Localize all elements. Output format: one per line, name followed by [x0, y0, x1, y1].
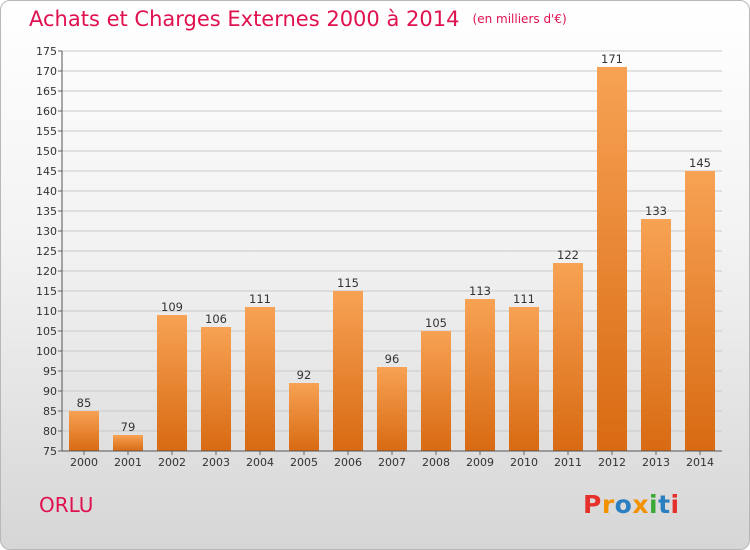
- bar: [465, 299, 495, 451]
- bar: [377, 367, 407, 451]
- x-tick-label: 2002: [158, 456, 186, 469]
- y-tick-label: 145: [36, 165, 57, 178]
- data-label: 115: [337, 276, 359, 290]
- x-tick-label: 2008: [422, 456, 450, 469]
- bar: [641, 219, 671, 451]
- y-tick-label: 95: [43, 365, 57, 378]
- bar: [509, 307, 539, 451]
- x-tick-label: 2014: [686, 456, 714, 469]
- logo-letter: o: [614, 490, 633, 519]
- x-tick-label: 2011: [554, 456, 582, 469]
- y-tick-label: 80: [43, 425, 57, 438]
- bar: [333, 291, 363, 451]
- bar: [113, 435, 143, 451]
- logo-letter: i: [670, 490, 680, 519]
- y-axis-ticks: 75 80 85 90 95 100 105 110 115 120 125 130 135 140 145…: [36, 45, 62, 458]
- chart-unit: (en milliers d'€): [472, 12, 567, 26]
- data-label: 79: [121, 420, 136, 434]
- y-tick-label: 120: [36, 265, 57, 278]
- y-tick-label: 110: [36, 305, 57, 318]
- bar: [553, 263, 583, 451]
- bar: [69, 411, 99, 451]
- y-tick-label: 85: [43, 405, 57, 418]
- data-label: 96: [385, 352, 400, 366]
- data-label: 85: [77, 396, 92, 410]
- data-label: 111: [249, 292, 271, 306]
- data-label: 113: [469, 284, 491, 298]
- x-tick-label: 2005: [290, 456, 318, 469]
- data-label: 145: [689, 156, 711, 170]
- y-tick-label: 155: [36, 125, 57, 138]
- y-tick-label: 105: [36, 325, 57, 338]
- y-tick-label: 115: [36, 285, 57, 298]
- logo-letter: x: [632, 490, 649, 519]
- bar: [421, 331, 451, 451]
- data-label: 111: [513, 292, 535, 306]
- bar: [685, 171, 715, 451]
- y-tick-label: 100: [36, 345, 57, 358]
- data-label: 92: [297, 368, 312, 382]
- y-tick-label: 130: [36, 225, 57, 238]
- logo-letter: P: [583, 490, 602, 519]
- bar: [289, 383, 319, 451]
- y-tick-label: 165: [36, 85, 57, 98]
- y-tick-label: 160: [36, 105, 57, 118]
- data-label: 109: [161, 300, 183, 314]
- data-label: 106: [205, 312, 227, 326]
- commune-name: ORLU: [39, 493, 94, 517]
- bar: [597, 67, 627, 451]
- data-label: 171: [601, 52, 623, 66]
- x-tick-label: 2004: [246, 456, 274, 469]
- logo-letter: t: [658, 490, 671, 519]
- bar: [201, 327, 231, 451]
- bar: [245, 307, 275, 451]
- y-tick-label: 125: [36, 245, 57, 258]
- y-tick-label: 90: [43, 385, 57, 398]
- chart-title-block: Achats et Charges Externes 2000 à 2014 (…: [29, 7, 567, 31]
- x-tick-label: 2000: [70, 456, 98, 469]
- proxiti-logo: Proxiti: [583, 490, 680, 519]
- y-tick-label: 135: [36, 205, 57, 218]
- y-tick-label: 170: [36, 65, 57, 78]
- data-label: 122: [557, 248, 579, 262]
- y-tick-label: 150: [36, 145, 57, 158]
- x-tick-label: 2009: [466, 456, 494, 469]
- logo-letter: r: [601, 490, 615, 519]
- logo-letter: i: [649, 490, 659, 519]
- bars: [69, 67, 715, 451]
- data-label: 133: [645, 204, 667, 218]
- x-tick-label: 2003: [202, 456, 230, 469]
- y-tick-label: 75: [43, 445, 57, 458]
- x-tick-label: 2013: [642, 456, 670, 469]
- data-label: 105: [425, 316, 447, 330]
- x-axis-ticks: 2000 2001 2002 2003 2004 2005 2006 2007 2008 2009…: [70, 451, 714, 469]
- chart-title: Achats et Charges Externes 2000 à 2014: [29, 7, 460, 31]
- y-tick-label: 175: [36, 45, 57, 58]
- axes: [61, 51, 722, 452]
- x-tick-label: 2007: [378, 456, 406, 469]
- data-labels: 85 79 109 106 111 92 115 96 105 113 111 122 171 133 14…: [77, 52, 711, 434]
- y-tick-label: 140: [36, 185, 57, 198]
- x-tick-label: 2006: [334, 456, 362, 469]
- x-tick-label: 2001: [114, 456, 142, 469]
- bar: [157, 315, 187, 451]
- x-tick-label: 2012: [598, 456, 626, 469]
- x-tick-label: 2010: [510, 456, 538, 469]
